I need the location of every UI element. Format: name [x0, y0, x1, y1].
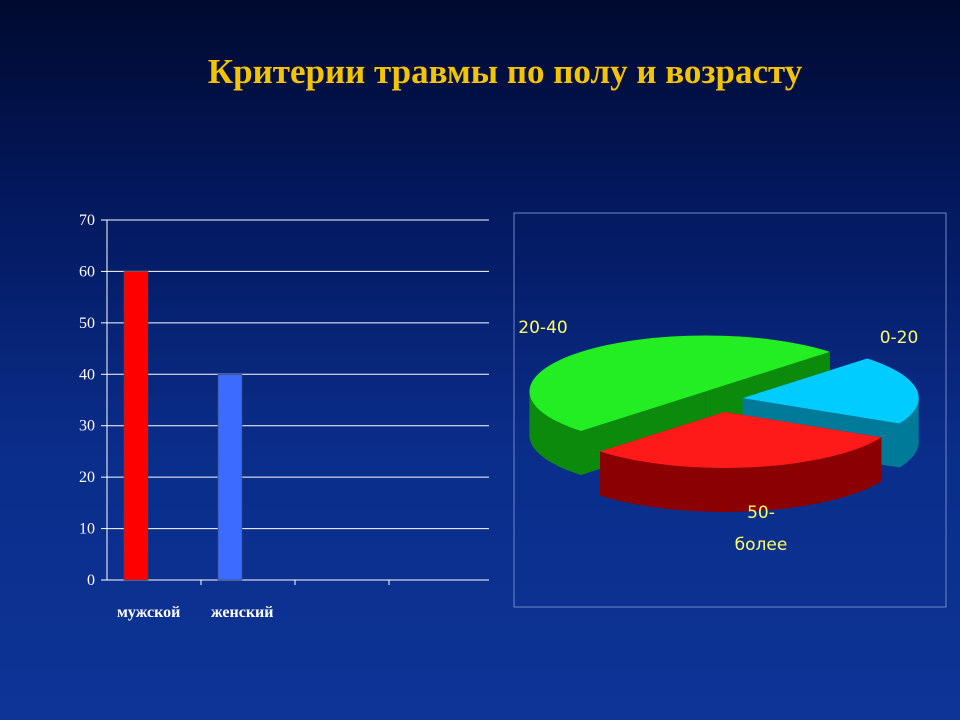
y-tick-label: 10 — [79, 521, 95, 538]
y-tick-label: 50 — [79, 315, 95, 332]
bar-chart: 0 10 20 30 40 50 60 70 мужской женский — [79, 212, 489, 621]
pie-slice-side — [600, 437, 882, 512]
x-category-label: мужской — [117, 604, 180, 621]
pie-slice-side — [899, 398, 919, 468]
pie-slice-label: 20-40 — [518, 318, 567, 338]
y-tick-label: 70 — [79, 212, 95, 229]
pie-slice-top — [742, 358, 919, 424]
x-category-label: женский — [211, 604, 273, 621]
bar — [217, 373, 243, 581]
pie-slice — [599, 411, 882, 512]
pie-slice-label: 0-20 — [880, 328, 919, 348]
y-tick-label: 60 — [79, 263, 95, 280]
pie-slice-top — [599, 411, 882, 468]
bar — [123, 271, 149, 581]
y-tick-label: 40 — [79, 366, 95, 383]
slide-title: Критерии травмы по полу и возрасту — [207, 52, 803, 91]
y-tick-label: 20 — [79, 469, 95, 486]
pie-chart: 0-20 50- более 20-40 — [513, 212, 947, 608]
pie-plot-frame — [513, 212, 947, 608]
pie-labels: 0-20 50- более 20-40 — [518, 318, 918, 555]
y-tick-label: 30 — [79, 418, 95, 435]
pie-slice-top — [529, 335, 830, 432]
pie-slice-label: более — [735, 535, 788, 555]
pie-slice-label: 50- — [747, 503, 775, 523]
pie-slice-side — [529, 391, 581, 475]
y-tick-label: 0 — [87, 572, 95, 589]
pie-body — [529, 335, 919, 512]
